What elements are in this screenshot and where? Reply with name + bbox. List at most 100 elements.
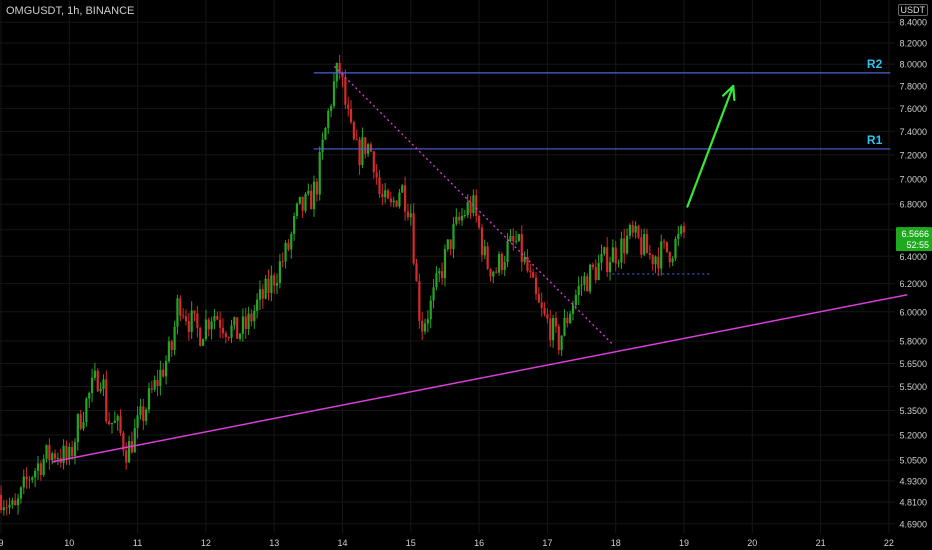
candle-body — [216, 315, 219, 320]
candle-body — [426, 319, 429, 324]
candle-body — [537, 293, 540, 303]
candle-body — [409, 213, 412, 218]
candle-body — [364, 137, 367, 154]
y-tick-label: 8.4000 — [899, 18, 927, 28]
candle-body — [136, 415, 139, 428]
y-tick-label: 7.0000 — [899, 175, 927, 185]
candle-body — [429, 300, 432, 320]
symbol-legend: OMGUSDT, 1h, BINANCE — [6, 5, 135, 17]
candle-body — [221, 327, 225, 334]
candle-body — [645, 234, 649, 254]
candle-body — [540, 302, 543, 309]
candle-body — [90, 377, 94, 394]
candle-body — [267, 278, 270, 293]
candle-body — [76, 414, 79, 443]
candle-body — [22, 476, 25, 488]
candle-body — [99, 388, 102, 392]
candle-body — [671, 258, 674, 263]
target-arrow-shaft[interactable] — [686, 84, 735, 208]
y-tick-label: 5.6500 — [899, 359, 927, 369]
candle-body — [418, 281, 421, 321]
candle-body — [133, 427, 136, 453]
candle-body — [2, 507, 5, 511]
candle-body — [480, 227, 484, 256]
candle-body — [105, 379, 108, 422]
candle-body — [623, 238, 626, 254]
last-price-badge — [896, 227, 932, 252]
candle-body — [438, 271, 441, 274]
y-tick-label: 6.0000 — [899, 307, 927, 317]
candle-body — [167, 341, 171, 362]
candle-body — [660, 241, 663, 269]
time-axis[interactable]: 9 10 11 12 13 14 15 16 17 18 19 20 21 22 — [0, 538, 894, 548]
candle-body — [307, 190, 310, 194]
x-tick-label: 10 — [64, 538, 74, 548]
candle-body — [557, 326, 560, 351]
candle-body — [65, 445, 68, 458]
x-tick-label: 19 — [679, 538, 689, 548]
y-tick-label: 5.3500 — [899, 406, 927, 416]
candle-body — [207, 319, 210, 330]
candle-body — [603, 247, 606, 254]
candle-body — [577, 285, 580, 296]
candle-body — [571, 305, 575, 314]
candle-body — [495, 271, 498, 273]
y-tick-label: 8.2000 — [899, 38, 927, 48]
candle-body — [449, 239, 452, 250]
candle-body — [563, 317, 566, 336]
candle-body — [53, 453, 57, 459]
price-axis[interactable]: 8.4000 8.2000 8.0000 7.8000 7.6000 7.4000 7.20… — [896, 18, 932, 530]
candle-body — [290, 233, 293, 250]
candle-body — [386, 190, 390, 199]
candle-body — [176, 298, 179, 327]
currency-badge[interactable]: USDT — [897, 4, 928, 16]
candle-body — [170, 341, 173, 351]
candle-body — [361, 137, 364, 166]
candle-body — [244, 316, 247, 329]
candle-body — [312, 181, 316, 210]
candle-body — [665, 241, 669, 252]
candle-body — [159, 369, 162, 386]
candle-body — [196, 313, 199, 329]
candle-body — [270, 275, 273, 293]
candle-body — [233, 317, 236, 326]
candle-body — [648, 253, 651, 256]
candle-body — [5, 507, 8, 509]
candle-body — [551, 317, 555, 341]
x-tick-label: 21 — [816, 538, 826, 548]
x-tick-label: 11 — [133, 538, 142, 548]
candle-body — [512, 235, 515, 242]
candle-body — [492, 271, 495, 277]
y-tick-label: 7.8000 — [899, 82, 927, 92]
candle-body — [384, 190, 387, 198]
support-trendline[interactable] — [52, 294, 908, 463]
candle-body — [0, 494, 3, 511]
candle-body — [14, 500, 17, 506]
candle-body — [341, 72, 344, 78]
candle-body — [164, 361, 168, 377]
candle-body — [113, 420, 116, 423]
candle-body — [606, 247, 609, 272]
candle-body — [406, 211, 410, 218]
candle-body — [625, 235, 629, 254]
candle-body — [179, 298, 182, 316]
candle-countdown: 52:55 — [906, 240, 929, 250]
candle-body — [620, 238, 623, 263]
candle-body — [526, 257, 529, 271]
candle-body — [534, 277, 538, 294]
candle-body — [315, 181, 318, 195]
candle-body — [116, 416, 119, 421]
x-tick-label: 17 — [542, 538, 552, 548]
candle-body — [446, 239, 449, 250]
descending-trendline[interactable] — [333, 65, 613, 345]
candle-body — [478, 216, 481, 228]
candle-body — [662, 241, 666, 243]
candle-body — [213, 315, 216, 322]
candle-body — [173, 326, 176, 351]
candle-body — [600, 253, 603, 263]
candle-body — [31, 477, 34, 480]
candle-body — [278, 261, 281, 283]
candle-body — [19, 487, 23, 499]
candle-body — [432, 287, 435, 301]
